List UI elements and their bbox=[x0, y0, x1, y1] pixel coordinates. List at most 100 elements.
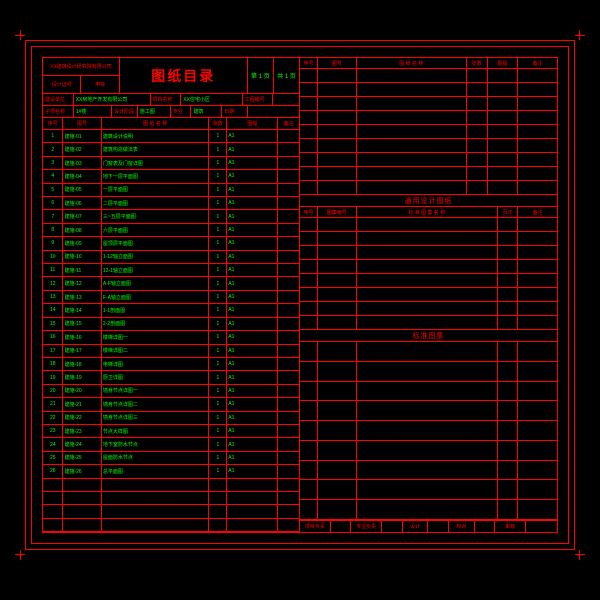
col-standard: 图幅 bbox=[227, 118, 278, 129]
cell-note bbox=[278, 465, 298, 477]
cell-std: A1 bbox=[227, 251, 278, 263]
cell-code: 建施-09 bbox=[63, 237, 101, 249]
cell-code: 建施-23 bbox=[63, 425, 101, 437]
cell-name: 12-1轴立面图 bbox=[102, 264, 210, 276]
cell-pg: 1 bbox=[209, 412, 227, 424]
table-row: 15建施-152-2剖面图1A1 bbox=[43, 318, 299, 331]
cell-std: A1 bbox=[227, 264, 278, 276]
cell-name: 地下室防水节点 bbox=[102, 438, 210, 450]
f-l4: 校对 bbox=[449, 521, 475, 532]
cell-pg: 1 bbox=[209, 277, 227, 289]
ir1-l1: 建设单位 bbox=[43, 94, 74, 105]
left-panel: XX建筑设计研究院有限公司 设计证号 甲级 图纸目录 第 1 页 共 1 页 建… bbox=[43, 58, 300, 532]
cell-seq: 13 bbox=[43, 291, 63, 303]
cell-pg: 1 bbox=[209, 385, 227, 397]
col-pages: 张数 bbox=[209, 118, 227, 129]
cell-note bbox=[278, 452, 298, 464]
cell-pg: 1 bbox=[209, 371, 227, 383]
cell-pg: 1 bbox=[209, 398, 227, 410]
rs3-row bbox=[300, 461, 557, 481]
cell-code: 建施-25 bbox=[63, 452, 101, 464]
table-row: 25建施-25屋面防水节点1A1 bbox=[43, 452, 299, 465]
cell-seq: 22 bbox=[43, 412, 63, 424]
table-row-empty bbox=[43, 519, 299, 532]
rs1-row bbox=[300, 83, 557, 97]
right-panel: 序号 图号 图 纸 名 称 张数 图幅 备注 通用设计图纸 序号 图集编号 标 … bbox=[300, 58, 557, 532]
ir2-l4: 日期 bbox=[222, 106, 248, 117]
rs2-row bbox=[300, 316, 557, 330]
table-row: 23建施-23节点大样图1A1 bbox=[43, 425, 299, 438]
rs1-row bbox=[300, 153, 557, 167]
outer-frame: XX建筑设计研究院有限公司 设计证号 甲级 图纸目录 第 1 页 共 1 页 建… bbox=[25, 40, 575, 550]
table-row: 1建施-01建筑设计说明1A1 bbox=[43, 130, 299, 143]
rs2-row bbox=[300, 218, 557, 232]
content-frame: XX建筑设计研究院有限公司 设计证号 甲级 图纸目录 第 1 页 共 1 页 建… bbox=[42, 57, 558, 533]
cell-code: 建施-03 bbox=[63, 157, 101, 169]
rs1-code: 图号 bbox=[318, 58, 357, 68]
table-row: 14建施-141-1剖面图1A1 bbox=[43, 304, 299, 317]
cell-std: A1 bbox=[227, 210, 278, 222]
cell-code: 建施-22 bbox=[63, 412, 101, 424]
table-row: 18建施-18电梯详图1A1 bbox=[43, 358, 299, 371]
cell-name: 电梯详图 bbox=[102, 358, 210, 370]
ir1-l2: 项目名称 bbox=[151, 94, 182, 105]
cell-name: 建筑设计说明 bbox=[102, 130, 210, 142]
cell-name: A-F轴立面图 bbox=[102, 277, 210, 289]
cell-code: 建施-01 bbox=[63, 130, 101, 142]
ir2-l1: 子项名称 bbox=[43, 106, 74, 117]
cell-std: A1 bbox=[227, 197, 278, 209]
table-row: 2建施-02建筑构造做法表1A1 bbox=[43, 143, 299, 156]
cell-pg: 1 bbox=[209, 130, 227, 142]
cell-name: 三~五层平面图 bbox=[102, 210, 210, 222]
cell-pg: 1 bbox=[209, 465, 227, 477]
cell-std: A1 bbox=[227, 237, 278, 249]
cell-note bbox=[278, 291, 298, 303]
cell-name: 屋面防水节点 bbox=[102, 452, 210, 464]
ir2-v3: 建筑 bbox=[191, 106, 222, 117]
rs2-seq: 序号 bbox=[300, 207, 318, 217]
page-ref-1: 第 1 页 bbox=[248, 58, 274, 93]
cell-note bbox=[278, 264, 298, 276]
table-row-empty bbox=[43, 479, 299, 492]
cell-name: 地下一层平面图 bbox=[102, 170, 210, 182]
signature-footer: 项目负责 专业负责 设计 校对 审核 bbox=[300, 520, 557, 532]
cell-seq: 6 bbox=[43, 197, 63, 209]
cell-pg: 1 bbox=[209, 210, 227, 222]
cell-name: 1-1剖面图 bbox=[102, 304, 210, 316]
cell-code: 建施-17 bbox=[63, 345, 101, 357]
ir2-v2: 施工图 bbox=[138, 106, 171, 117]
cell-pg: 1 bbox=[209, 425, 227, 437]
cell-std: A1 bbox=[227, 157, 278, 169]
sheet-title: 图纸目录 bbox=[120, 58, 248, 93]
rs3-body bbox=[300, 342, 557, 520]
cell-note bbox=[278, 237, 298, 249]
cell-note bbox=[278, 345, 298, 357]
ir1-v1: XX房地产开发有限公司 bbox=[74, 94, 151, 105]
cell-seq: 18 bbox=[43, 358, 63, 370]
cell-seq: 1 bbox=[43, 130, 63, 142]
cell-pg: 1 bbox=[209, 197, 227, 209]
cell-name: 二层平面图 bbox=[102, 197, 210, 209]
cell-std: A1 bbox=[227, 438, 278, 450]
table-row: 9建施-09屋顶层平面图1A1 bbox=[43, 237, 299, 250]
ir2-v1: 1#楼 bbox=[74, 106, 112, 117]
cell-name: 楼梯详图二 bbox=[102, 345, 210, 357]
cell-note bbox=[278, 331, 298, 343]
rs2-row bbox=[300, 274, 557, 288]
right-section-3: 标准图集 项目负责 专业负责 设计 校对 审核 bbox=[300, 330, 557, 532]
cell-seq: 26 bbox=[43, 465, 63, 477]
info-row-2: 子项名称 1#楼 设计阶段 施工图 专业 建筑 日期 bbox=[43, 106, 299, 118]
cell-note bbox=[278, 210, 298, 222]
rs3-title: 标准图集 bbox=[300, 330, 557, 342]
right-section-2: 通用设计图纸 序号 图集编号 标 准 图 集 名 称 页次 备注 bbox=[300, 195, 557, 330]
cell-pg: 1 bbox=[209, 304, 227, 316]
cell-code: 建施-26 bbox=[63, 465, 101, 477]
cell-pg: 1 bbox=[209, 157, 227, 169]
column-header: 序号 图号 图 纸 名 称 张数 图幅 备注 bbox=[43, 118, 299, 130]
cell-std: A1 bbox=[227, 143, 278, 155]
cell-name: 节点大样图 bbox=[102, 425, 210, 437]
table-row: 11建施-1112-1轴立面图1A1 bbox=[43, 264, 299, 277]
rs3-row bbox=[300, 441, 557, 461]
cell-note bbox=[278, 277, 298, 289]
cell-note bbox=[278, 398, 298, 410]
